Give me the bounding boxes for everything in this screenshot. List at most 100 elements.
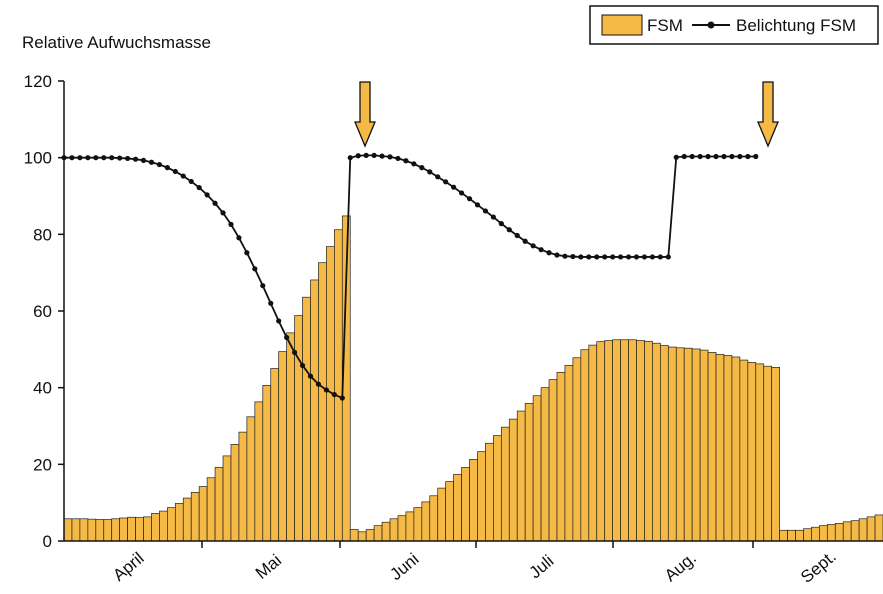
- fsm-bar: [310, 279, 319, 542]
- fsm-bar: [779, 529, 788, 542]
- fsm-bar: [508, 418, 518, 542]
- fsm-bar: [588, 344, 598, 542]
- fsm-bar: [214, 467, 224, 542]
- belichtung-fsm-point: [125, 155, 131, 162]
- fsm-bar: [357, 531, 367, 542]
- belichtung-fsm-point: [212, 200, 218, 206]
- belichtung-fsm-point: [148, 159, 155, 165]
- fsm-bar: [858, 518, 868, 542]
- fsm-bar: [206, 477, 216, 542]
- belichtung-fsm-point: [307, 373, 314, 379]
- belichtung-fsm-point: [625, 254, 632, 260]
- fsm-bar: [381, 521, 391, 542]
- belichtung-fsm-point: [77, 155, 83, 161]
- fsm-bar: [842, 521, 852, 542]
- y-tick-label: 100: [24, 149, 52, 168]
- legend-frame: [589, 5, 879, 45]
- fsm-bar: [500, 426, 510, 542]
- belichtung-fsm-point: [673, 154, 679, 160]
- fsm-bar: [604, 340, 614, 542]
- belichtung-fsm-point: [729, 153, 735, 160]
- fsm-bar: [135, 517, 144, 542]
- fsm-bar: [715, 353, 725, 542]
- belichtung-fsm-point: [156, 161, 163, 168]
- legend-swatch-marker: [707, 21, 715, 29]
- fsm-bar: [620, 339, 629, 542]
- fsm-bar: [95, 519, 105, 542]
- fsm-bar: [334, 229, 343, 542]
- belichtung-fsm-point: [363, 152, 369, 158]
- belichtung-fsm-point: [117, 155, 123, 161]
- fsm-bar: [580, 349, 590, 542]
- belichtung-fsm-point: [85, 155, 91, 161]
- fsm-bar: [198, 486, 208, 542]
- belichtung-fsm-point: [395, 155, 401, 162]
- fsm-bar: [365, 529, 375, 542]
- fsm-bar: [516, 410, 526, 542]
- belichtung-fsm-point: [482, 208, 489, 214]
- fsm-bar: [683, 347, 693, 542]
- month-label: Sept.: [797, 547, 840, 587]
- belichtung-fsm-point: [331, 391, 337, 398]
- fsm-bar: [667, 346, 677, 542]
- belichtung-fsm-point: [188, 178, 194, 185]
- y-tick-label: 0: [43, 532, 52, 551]
- belichtung-fsm-point: [641, 254, 648, 260]
- fsm-bar: [278, 351, 287, 542]
- belichtung-fsm-point: [737, 153, 743, 160]
- belichtung-fsm-point: [435, 174, 441, 180]
- belichtung-fsm-point: [705, 153, 711, 160]
- fsm-bar: [174, 503, 184, 542]
- fsm-bar: [222, 455, 232, 542]
- fsm-bar: [850, 520, 860, 542]
- belichtung-fsm-point: [458, 190, 465, 196]
- fsm-bar: [286, 332, 295, 542]
- fsm-bar: [723, 355, 733, 542]
- fsm-bar: [564, 365, 574, 542]
- belichtung-fsm-point: [236, 235, 242, 241]
- fsm-bar: [485, 442, 494, 542]
- belichtung-fsm-point: [554, 252, 560, 258]
- belichtung-fsm-point: [299, 362, 306, 369]
- belichtung-fsm-point: [371, 152, 377, 158]
- belichtung-fsm-point: [419, 165, 425, 171]
- fsm-bar: [874, 514, 883, 542]
- month-label: Juni: [386, 549, 422, 584]
- belichtung-fsm-point: [315, 381, 322, 387]
- belichtung-fsm-point: [339, 395, 345, 401]
- fsm-bar: [532, 395, 542, 542]
- belichtung-fsm-point: [474, 202, 481, 208]
- belichtung-fsm-point: [633, 254, 640, 260]
- fsm-bar: [461, 467, 470, 542]
- belichtung-fsm-point: [713, 153, 719, 160]
- belichtung-fsm-point: [228, 221, 234, 227]
- fsm-bar: [477, 451, 486, 542]
- belichtung-fsm-point: [101, 155, 107, 161]
- belichtung-fsm-point: [260, 283, 266, 289]
- belichtung-fsm-point: [93, 155, 99, 161]
- fsm-bar: [63, 518, 73, 542]
- fsm-bar: [318, 262, 327, 542]
- legend-label-belichtung: Belichtung FSM: [736, 16, 856, 35]
- belichtung-fsm-point: [164, 165, 170, 171]
- belichtung-fsm-point: [514, 232, 520, 239]
- belichtung-fsm-point: [451, 184, 457, 190]
- y-tick-label: 60: [33, 302, 52, 321]
- fsm-bar: [389, 518, 399, 542]
- fsm-bar: [262, 385, 272, 542]
- fsm-bar: [143, 516, 152, 542]
- fsm-bar: [493, 435, 502, 542]
- fsm-bar: [373, 525, 383, 542]
- fsm-bar: [524, 403, 534, 542]
- belichtung-fsm-point: [681, 153, 687, 160]
- belichtung-fsm-point: [244, 250, 250, 256]
- fsm-bar: [238, 431, 248, 542]
- fsm-bar: [445, 481, 454, 542]
- fsm-bar: [294, 315, 303, 542]
- fsm-bar: [819, 525, 828, 542]
- fsm-bar: [405, 511, 415, 542]
- belichtung-fsm-point: [745, 153, 751, 160]
- belichtung-fsm-point: [140, 157, 147, 163]
- belichtung-fsm-point: [689, 153, 695, 160]
